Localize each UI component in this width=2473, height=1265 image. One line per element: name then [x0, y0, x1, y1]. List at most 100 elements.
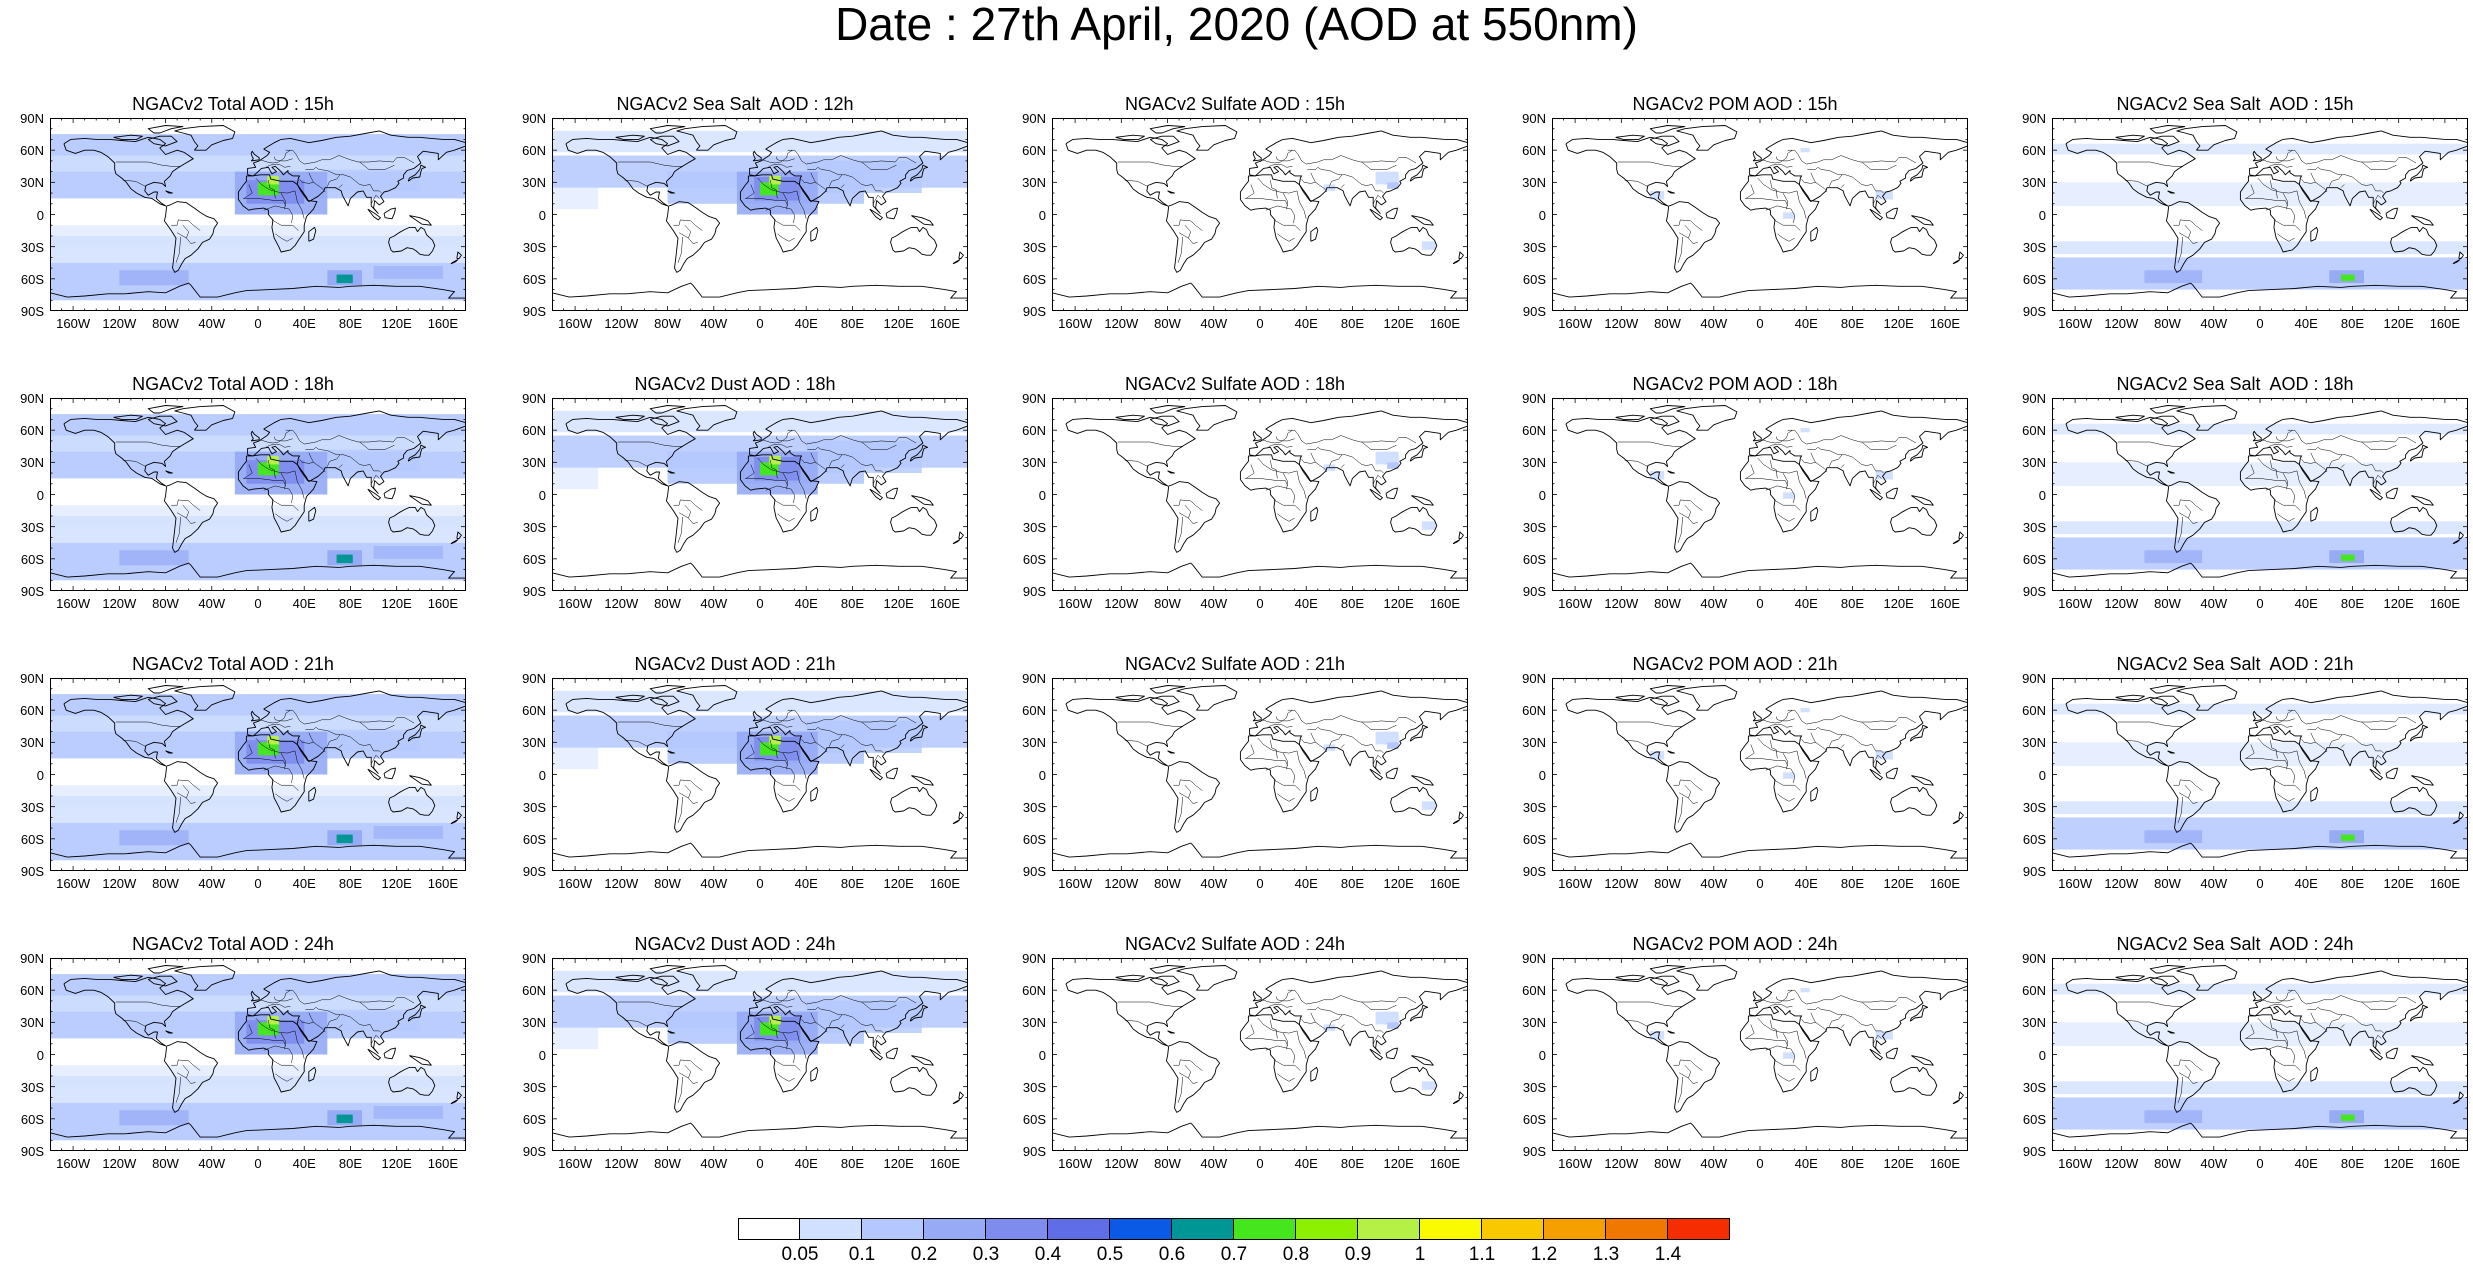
coastline	[890, 226, 938, 256]
country-border	[806, 995, 917, 1005]
coastline	[1676, 685, 1738, 711]
country-border	[1624, 179, 1649, 187]
lon-tick-label: 80E	[1840, 316, 1864, 331]
coastline	[409, 1055, 432, 1066]
panel-title: NGACv2 Sea Salt AOD : 15h	[2116, 94, 2354, 114]
lat-tick-label: 90N	[20, 671, 44, 686]
coastline-antarctica	[1552, 282, 1968, 299]
country-border	[617, 161, 683, 167]
coastline	[1739, 174, 1820, 253]
lat-tick-label: 90N	[1022, 391, 1046, 406]
country-border	[2315, 462, 2328, 473]
coastline	[1176, 965, 1238, 991]
country-border	[176, 232, 196, 244]
country-border	[1245, 1024, 1255, 1039]
country-border	[243, 744, 253, 759]
coastline	[1458, 811, 1464, 819]
country-border	[1375, 470, 1384, 474]
country-border	[684, 225, 691, 239]
country-border	[1845, 1014, 1876, 1032]
country-border	[745, 758, 788, 766]
coastline	[749, 970, 968, 1054]
coastline	[2239, 734, 2320, 813]
country-border	[1745, 1038, 1788, 1046]
coastline	[2385, 1047, 2398, 1060]
country-border	[2117, 441, 2183, 447]
country-border	[1773, 779, 1801, 791]
coastline	[2176, 965, 2238, 991]
coastline	[1249, 970, 1468, 1054]
country-border	[1840, 184, 1845, 188]
lat-tick-label: 60N	[2022, 983, 2046, 999]
lat-tick-label: 90S	[1522, 864, 1546, 879]
country-border	[2277, 233, 2295, 242]
lat-tick-label: 90S	[1022, 304, 1046, 319]
aod-field	[50, 134, 466, 301]
country-border	[2184, 785, 2191, 799]
coastline	[163, 201, 219, 273]
country-border	[2257, 737, 2298, 754]
country-border	[2282, 1032, 2288, 1050]
aod-field	[1650, 988, 1893, 1059]
country-border	[1840, 744, 1845, 748]
coastline	[113, 414, 143, 420]
map-plot	[1052, 678, 1468, 871]
lat-tick-label: 30N	[1022, 455, 1046, 471]
country-border	[1624, 1019, 1649, 1027]
aod-patch	[2052, 817, 2468, 850]
country-border	[787, 709, 807, 725]
country-border	[2287, 709, 2307, 725]
country-border	[338, 744, 343, 748]
coastline	[1409, 724, 1429, 742]
lat-tick-label: 90S	[20, 304, 44, 319]
country-border	[1815, 1022, 1828, 1033]
lon-tick-label: 120E	[1883, 596, 1914, 611]
country-border	[2329, 174, 2343, 187]
aod-patch	[119, 270, 189, 286]
lat-tick-label: 0	[36, 487, 44, 503]
country-border	[2245, 744, 2255, 759]
coastline	[250, 150, 260, 162]
country-border	[2270, 180, 2278, 199]
coastline	[247, 130, 466, 214]
country-border	[178, 499, 201, 511]
coastline	[237, 174, 318, 253]
coastline	[1869, 488, 1883, 501]
country-border	[370, 754, 380, 764]
country-border	[2180, 219, 2203, 231]
country-border	[1677, 796, 1683, 823]
country-border	[2296, 750, 2307, 779]
legend-tick-label: 0.5	[1096, 1244, 1124, 1265]
country-border	[1375, 1030, 1384, 1034]
coastline	[456, 1091, 462, 1099]
country-border	[1245, 184, 1255, 199]
lon-tick-label: 120W	[102, 316, 137, 331]
country-border	[1296, 470, 1307, 499]
lon-tick-label: 80E	[1840, 876, 1864, 891]
country-border	[178, 779, 201, 791]
country-border	[2177, 1076, 2183, 1103]
lon-tick-label: 0	[1756, 316, 1764, 331]
coastline	[1176, 685, 1238, 711]
map-frame	[50, 118, 466, 311]
country-border	[767, 163, 793, 168]
country-border	[1307, 446, 1346, 456]
coastline	[63, 696, 194, 767]
coastline	[1390, 506, 1438, 536]
coastline	[958, 531, 964, 539]
coastline	[909, 164, 929, 182]
country-border	[2282, 752, 2288, 770]
country-border	[2124, 459, 2149, 467]
main-title: Date : 27th April, 2020 (AOD at 550nm)	[835, 0, 1638, 50]
country-border	[1767, 443, 1793, 448]
country-border	[1265, 205, 1295, 224]
aod-patch	[119, 1110, 189, 1126]
country-border	[1617, 161, 1683, 167]
coastline	[1749, 410, 1968, 494]
lon-tick-label: 40W	[198, 596, 226, 611]
coastline	[2149, 405, 2186, 414]
country-border	[1275, 996, 1295, 1002]
country-borders	[2117, 429, 2417, 543]
coastline	[1667, 470, 1675, 474]
coastline	[450, 539, 459, 545]
